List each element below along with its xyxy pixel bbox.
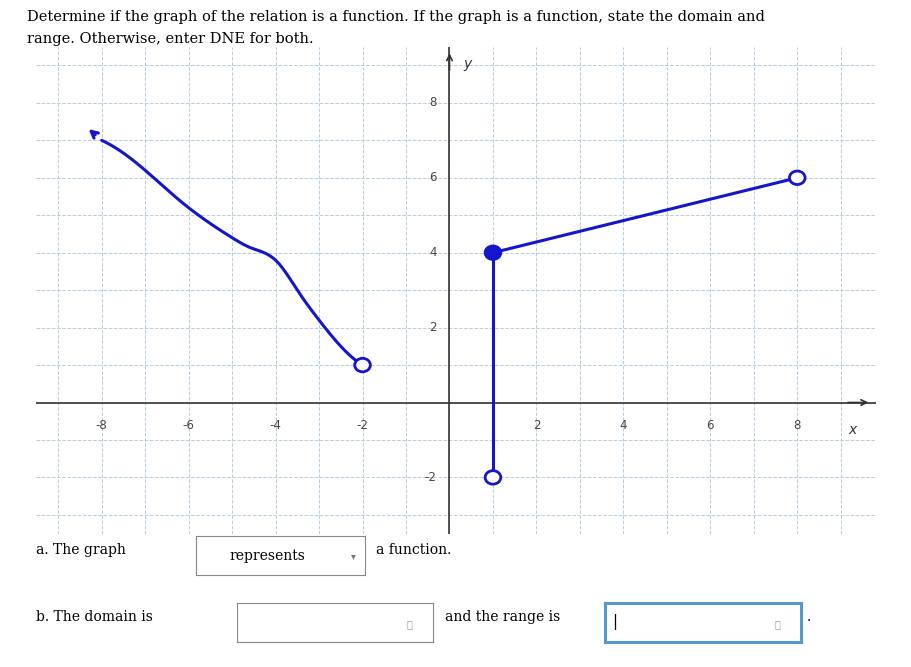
Circle shape: [485, 471, 500, 484]
Text: 🖉: 🖉: [773, 619, 779, 629]
Text: range. Otherwise, enter DNE for both.: range. Otherwise, enter DNE for both.: [27, 32, 313, 46]
Text: 4: 4: [428, 246, 436, 259]
Text: 8: 8: [793, 420, 800, 432]
Text: -2: -2: [425, 471, 436, 484]
Text: 2: 2: [532, 420, 539, 432]
Text: 4: 4: [619, 420, 627, 432]
Text: -6: -6: [182, 420, 194, 432]
Text: 🖉: 🖉: [406, 619, 412, 629]
Text: 2: 2: [428, 321, 436, 334]
Text: Determine if the graph of the relation is a function. If the graph is a function: Determine if the graph of the relation i…: [27, 10, 764, 24]
Circle shape: [354, 358, 370, 372]
Text: |: |: [612, 614, 617, 630]
Text: a. The graph: a. The graph: [36, 544, 127, 557]
Text: 8: 8: [428, 96, 436, 109]
Text: b. The domain is: b. The domain is: [36, 610, 153, 624]
Text: and the range is: and the range is: [445, 610, 559, 624]
Text: -2: -2: [356, 420, 368, 432]
Text: represents: represents: [229, 549, 304, 562]
Text: -8: -8: [96, 420, 107, 432]
Text: 6: 6: [428, 171, 436, 184]
Circle shape: [789, 171, 804, 185]
Text: $y$: $y$: [462, 58, 473, 73]
Circle shape: [485, 246, 500, 259]
Text: ▾: ▾: [350, 551, 355, 560]
Text: $x$: $x$: [847, 423, 858, 437]
Text: -4: -4: [270, 420, 281, 432]
Text: a function.: a function.: [375, 544, 451, 557]
Text: .: .: [806, 610, 811, 624]
Text: 6: 6: [706, 420, 713, 432]
